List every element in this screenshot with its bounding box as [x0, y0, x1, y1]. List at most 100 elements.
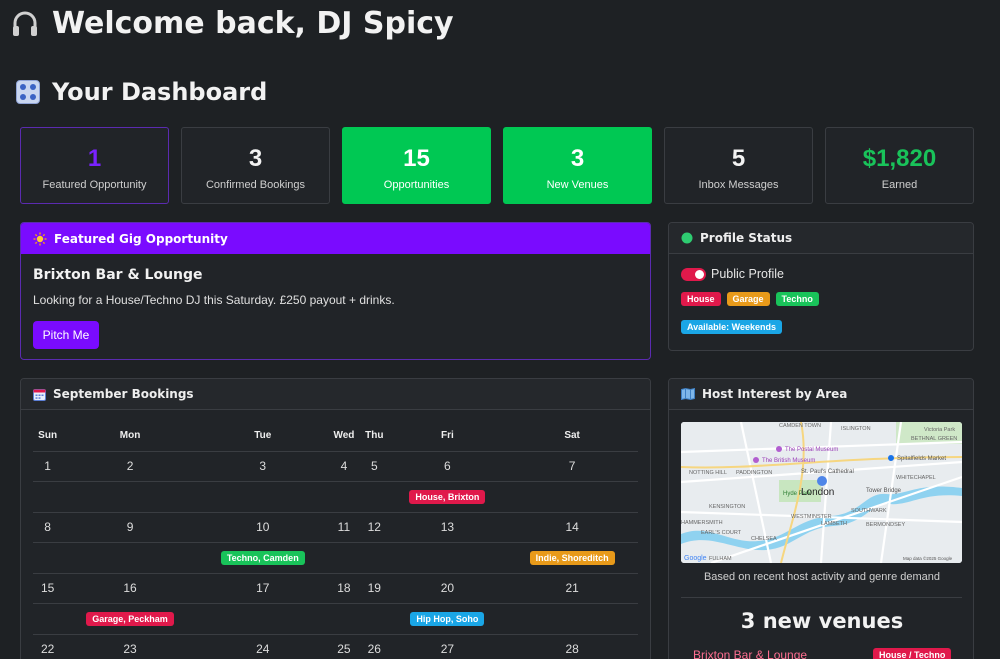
weekday-header: Tue: [197, 421, 328, 452]
stat-value: 1: [87, 145, 102, 172]
stat-featured-opportunity[interactable]: 1 Featured Opportunity: [20, 127, 169, 204]
genre-tag-techno: Techno: [775, 292, 819, 306]
calendar-day[interactable]: 21: [506, 573, 638, 604]
stat-confirmed-bookings[interactable]: 3 Confirmed Bookings: [181, 127, 330, 204]
calendar-day[interactable]: 27: [388, 634, 507, 659]
stat-label: Earned: [881, 179, 918, 191]
calendar-day[interactable]: 4: [327, 451, 361, 482]
calendar-day[interactable]: 19: [360, 573, 389, 604]
welcome-title: Welcome back, DJ Spicy: [52, 6, 454, 41]
booking-badge[interactable]: Indie, Shoreditch: [529, 551, 615, 565]
calendar-day[interactable]: 9: [62, 512, 198, 543]
divider: [681, 597, 962, 598]
map-label: WHITECHAPEL: [896, 475, 936, 481]
calendar-day[interactable]: 11: [327, 512, 361, 543]
map-label: ISLINGTON: [841, 426, 871, 432]
calendar-day[interactable]: 22: [33, 634, 63, 659]
weekday-header: Mon: [62, 421, 198, 452]
calendar-day[interactable]: 10: [197, 512, 328, 543]
stat-earned[interactable]: $1,820 Earned: [825, 127, 974, 204]
calendar-day[interactable]: 14: [506, 512, 638, 543]
dice-icon: [16, 80, 40, 104]
map-label: PADDINGTON: [736, 470, 772, 476]
calendar-event-cell: [327, 542, 361, 574]
map-label: BERMONDSEY: [866, 522, 905, 528]
panel-header: September Bookings: [21, 379, 650, 410]
london-map[interactable]: CAMDEN TOWN ISLINGTON Victoria Park BETH…: [681, 422, 962, 563]
calendar-grid: Sun Mon Tue Wed Thu Fri Sat 1 2 3 4 5 6 …: [33, 421, 638, 659]
stat-opportunities[interactable]: 15 Opportunities: [342, 127, 491, 204]
calendar-event-cell: [506, 481, 638, 513]
weekday-header: Fri: [388, 421, 507, 452]
sun-icon: [33, 232, 47, 245]
map-label: HAMMERSMITH: [681, 520, 723, 526]
calendar-event-cell: [197, 603, 328, 635]
calendar-day[interactable]: 6: [388, 451, 507, 482]
map-icon: [681, 388, 695, 400]
calendar-day[interactable]: 26: [360, 634, 389, 659]
calendar-week-row: 8 9 10 11 12 13 14: [33, 512, 638, 543]
calendar-day[interactable]: 16: [62, 573, 198, 604]
availability-badge: Available: Weekends: [681, 320, 783, 334]
calendar-event-row: Techno, Camden Indie, Shoreditch: [33, 542, 638, 574]
calendar-event-cell: [360, 542, 389, 574]
stat-value: $1,820: [862, 145, 937, 172]
calendar-day[interactable]: 2: [62, 451, 198, 482]
dashboard-header: Your Dashboard: [16, 78, 267, 106]
calendar-event-cell: [33, 603, 63, 635]
map-label: LAMBETH: [821, 521, 847, 527]
weekday-header: Thu: [360, 421, 389, 452]
calendar-day[interactable]: 15: [33, 573, 63, 604]
panel-title: Featured Gig Opportunity: [54, 231, 228, 246]
map-label: FULHAM: [709, 556, 732, 562]
calendar-day[interactable]: 13: [388, 512, 507, 543]
weekday-header: Sun: [33, 421, 63, 452]
map-label: NOTTING HILL: [689, 470, 727, 476]
calendar-event-row: House, Brixton: [33, 481, 638, 513]
venue-genre-tag: House / Techno: [873, 648, 952, 659]
calendar-event-cell: [62, 542, 198, 574]
stat-label: Inbox Messages: [698, 179, 779, 191]
calendar-event-cell: [327, 481, 361, 513]
calendar-day[interactable]: 12: [360, 512, 389, 543]
map-label: EARL'S COURT: [701, 530, 742, 536]
calendar-day[interactable]: 3: [197, 451, 328, 482]
venue-link[interactable]: Brixton Bar & Lounge: [693, 648, 808, 659]
calendar-icon: [33, 388, 46, 401]
calendar-day[interactable]: 23: [62, 634, 198, 659]
calendar-day[interactable]: 18: [327, 573, 361, 604]
panel-title: Profile Status: [700, 231, 793, 245]
panel-header: Host Interest by Area: [669, 379, 973, 410]
booking-badge[interactable]: Garage, Peckham: [86, 612, 174, 626]
new-venues-heading: 3 new venues: [740, 609, 904, 633]
booking-badge[interactable]: Hip Hop, Soho: [410, 612, 485, 626]
profile-status-panel: Profile Status Public Profile House Gara…: [668, 222, 974, 351]
panel-title: September Bookings: [53, 387, 194, 401]
map-label: BETHNAL GREEN: [911, 436, 957, 442]
stat-label: Featured Opportunity: [42, 179, 147, 191]
calendar-week-row: 1 2 3 4 5 6 7: [33, 451, 638, 482]
public-profile-toggle[interactable]: [681, 268, 706, 281]
pitch-me-button[interactable]: Pitch Me: [33, 321, 99, 349]
featured-description: Looking for a House/Techno DJ this Satur…: [33, 293, 395, 307]
calendar-day[interactable]: 20: [388, 573, 507, 604]
calendar-day[interactable]: 7: [506, 451, 638, 482]
calendar-day[interactable]: 24: [197, 634, 328, 659]
calendar-event-cell: [33, 542, 63, 574]
calendar-day[interactable]: 8: [33, 512, 63, 543]
stat-value: 3: [248, 145, 263, 172]
genre-tag-garage: Garage: [726, 292, 770, 306]
booking-badge[interactable]: House, Brixton: [409, 490, 486, 504]
calendar-day[interactable]: 25: [327, 634, 361, 659]
calendar-day[interactable]: 5: [360, 451, 389, 482]
calendar-day[interactable]: 17: [197, 573, 328, 604]
stat-value: 5: [731, 145, 746, 172]
stat-inbox-messages[interactable]: 5 Inbox Messages: [664, 127, 813, 204]
headphones-icon: [13, 11, 37, 36]
stat-new-venues[interactable]: 3 New Venues: [503, 127, 652, 204]
calendar-event-cell: [33, 481, 63, 513]
calendar-day[interactable]: 1: [33, 451, 63, 482]
calendar-event-cell: Garage, Peckham: [62, 603, 198, 635]
calendar-day[interactable]: 28: [506, 634, 638, 659]
booking-badge[interactable]: Techno, Camden: [220, 551, 305, 565]
